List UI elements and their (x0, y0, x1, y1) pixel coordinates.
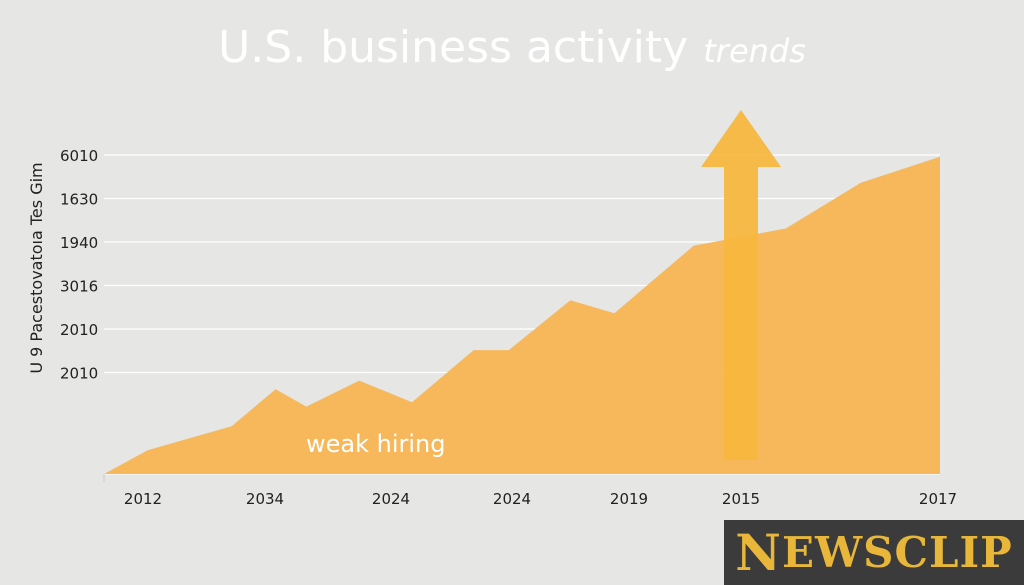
y-ticks: 6010 1630 1940 3016 2010 2010 (60, 147, 98, 383)
y-tick-label: 1630 (60, 191, 98, 209)
x-tick-label: 2024 (493, 490, 531, 508)
annotation-weak-hiring: weak hiring (306, 430, 446, 458)
x-tick-label: 2019 (610, 490, 648, 508)
x-ticks: 2012 2034 2024 2024 2019 2015 2017 (124, 490, 957, 508)
x-tick-label: 2015 (722, 490, 760, 508)
y-tick-label: 6010 (60, 147, 98, 165)
logo-rest: EWSCLIP (782, 528, 1013, 577)
title-main: U.S. business activity (218, 22, 688, 73)
newsclip-logo: N EWSCLIP (724, 520, 1024, 585)
title-suffix: trends (703, 32, 806, 70)
y-tick-label: 2010 (60, 365, 98, 383)
x-tick-label: 2012 (124, 490, 162, 508)
annotations: weak hiring (306, 430, 446, 458)
y-tick-label: 2010 (60, 321, 98, 339)
chart-title: U.S. business activity trends (218, 22, 806, 73)
logo-initial: N (735, 523, 782, 582)
y-tick-label: 1940 (60, 234, 98, 252)
y-axis-label: U 9 Pacestovatoıa Tes Gim (27, 162, 46, 373)
area-series (103, 156, 941, 475)
x-tick-label: 2017 (919, 490, 957, 508)
up-arrow (701, 110, 781, 460)
y-tick-label: 3016 (60, 278, 98, 296)
area-fill (104, 156, 940, 474)
x-tick-label: 2034 (246, 490, 284, 508)
arrow-shape (701, 110, 781, 460)
x-tick-label: 2024 (372, 490, 410, 508)
